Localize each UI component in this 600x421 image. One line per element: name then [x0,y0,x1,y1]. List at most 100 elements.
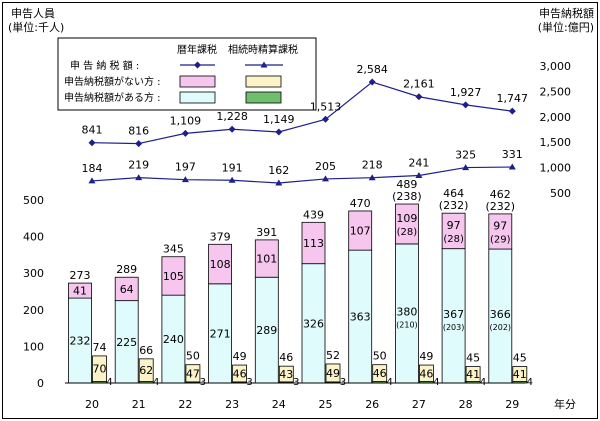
left-tick-label: 500 [23,194,44,207]
label-rekinen-tax-amount: 1,228 [216,110,248,123]
line-rekinen-tax-amount [91,81,513,145]
label-rekinen-tax-amount: 1,927 [450,86,482,99]
label-rekinen-total: 379 [210,230,231,243]
right-tick-label: 2,500 [540,85,572,98]
x-axis-ticks: 20 21 22 23 24 25 26 27 28 29 [85,398,519,411]
label-rekinen-no-tax: 97 [447,219,461,232]
label-souzoku-total: 50 [186,350,200,363]
label-rekinen-with-tax: 289 [256,324,277,337]
bar-souzoku-no-tax [278,365,294,383]
label-souzoku-tax-amount: 162 [268,164,289,177]
label-rekinen-tax-amount: 1,149 [263,113,295,126]
label-souzoku-no-tax: 41 [513,368,527,381]
marker-rekinen-tax-amount [508,107,516,115]
label-souzoku-tax-amount: 191 [222,161,243,174]
label-rekinen-tax-amount: 816 [128,125,149,138]
left-axis-unit: (単位:千人) [8,20,64,34]
x-tick-label: 28 [459,398,473,411]
label-souzoku-tax-amount: 331 [502,148,523,161]
label-rekinen-with-tax: 326 [303,317,324,330]
marker-souzoku-tax-amount [322,175,329,182]
label-rekinen-with-tax: 367 [443,308,464,321]
bar-rekinen-no-tax [114,276,139,302]
x-tick-label: 23 [225,398,239,411]
right-tick-label: 2,000 [540,111,572,124]
marker-souzoku-tax-amount [368,174,376,181]
bar-rekinen-no-tax [488,213,513,250]
label-rekinen-total: 464 [443,187,464,200]
label-rekinen-no-tax: 105 [163,270,184,283]
label-rekinen-no-tax: 97 [493,219,507,232]
label-rekinen-total: 273 [70,269,91,282]
label-rekinen-with-tax-sub: (210) [396,320,418,329]
label-rekinen-total-sub: (238) [392,190,422,203]
label-souzoku-total: 52 [326,349,340,362]
legend-row-tax-amount: 申 告 納 税 額 : [70,59,139,72]
marker-rekinen-tax-amount [322,115,329,123]
marker-rekinen-tax-amount [88,139,96,147]
bar-souzoku-no-tax [185,364,201,383]
x-tick-label: 27 [412,398,426,411]
left-tick-label: 0 [37,377,44,390]
label-rekinen-with-tax-sub: (202) [490,323,512,332]
label-rekinen-no-tax: 41 [73,285,87,298]
bars-layer: 2324127370744225642896266424010534547503… [68,178,533,388]
label-rekinen-no-tax-sub: (28) [443,234,464,245]
right-tick-label: 1,500 [540,136,572,149]
bar-souzoku-no-tax [372,364,388,382]
label-rekinen-total: 391 [256,226,277,239]
label-rekinen-no-tax: 113 [303,237,324,250]
label-souzoku-tax-amount: 219 [128,159,149,172]
bar-souzoku-no-tax [92,355,107,382]
label-souzoku-total: 45 [513,352,527,365]
right-tick-label: 1,000 [540,162,572,175]
label-souzoku-tax-amount: 205 [315,160,336,173]
x-tick-label: 26 [365,398,379,411]
marker-souzoku-tax-amount [88,177,96,184]
label-rekinen-no-tax: 109 [396,212,417,225]
left-tick-label: 200 [23,304,44,317]
label-rekinen-with-tax: 380 [396,305,417,318]
label-rekinen-total: 345 [163,243,184,256]
bar-souzoku-no-tax [325,363,341,383]
marker-souzoku-tax-amount [508,163,516,170]
label-rekinen-tax-amount: 1,513 [310,100,342,113]
label-souzoku-total: 50 [373,350,387,363]
right-tick-label: 3,000 [540,60,572,73]
label-souzoku-total: 74 [93,341,107,354]
legend-swatch-rekinen-with-tax [179,91,216,104]
legend-swatch-souzoku-with-tax [245,91,282,104]
label-rekinen-with-tax: 240 [163,333,184,346]
marker-rekinen-tax-amount [135,140,143,148]
legend-header-rekinen: 暦年課税 [177,43,217,56]
label-rekinen-no-tax: 64 [120,283,134,296]
legend-row-no-tax: 申告納税額がない方 : [64,75,161,88]
x-tick-label: 22 [178,398,192,411]
marker-souzoku-tax-amount [275,179,283,186]
legend-header-souzoku: 相続時精算課税 [228,43,298,56]
legend-marker-souzoku [260,61,268,68]
marker-rekinen-tax-amount [228,125,236,133]
label-rekinen-tax-amount: 1,109 [170,114,202,127]
marker-rekinen-tax-amount [415,93,423,101]
label-rekinen-no-tax: 107 [350,225,371,238]
label-souzoku-no-tax: 62 [139,364,153,377]
line-souzoku-tax-amount [91,166,513,184]
legend: 暦年課税 相続時精算課税 申 告 納 税 額 : 申告納税額がない方 : 申告納… [57,37,317,111]
label-souzoku-no-tax: 70 [93,363,107,376]
bar-rekinen-no-tax [301,221,326,265]
bar-souzoku-no-tax [465,366,481,382]
x-tick-label: 29 [505,398,519,411]
label-rekinen-total: 470 [350,197,371,210]
label-rekinen-no-tax: 101 [256,253,277,266]
label-souzoku-no-tax: 43 [279,368,293,381]
x-tick-label: 24 [272,398,286,411]
bar-rekinen-no-tax [441,212,466,250]
label-rekinen-total: 439 [303,208,324,221]
bar-rekinen-no-tax [394,203,419,245]
label-rekinen-total-sub: (232) [439,199,469,212]
right-tick-label: 500 [550,187,571,200]
bar-souzoku-no-tax [232,364,248,383]
right-axis-unit: (単位:億円) [538,20,594,34]
